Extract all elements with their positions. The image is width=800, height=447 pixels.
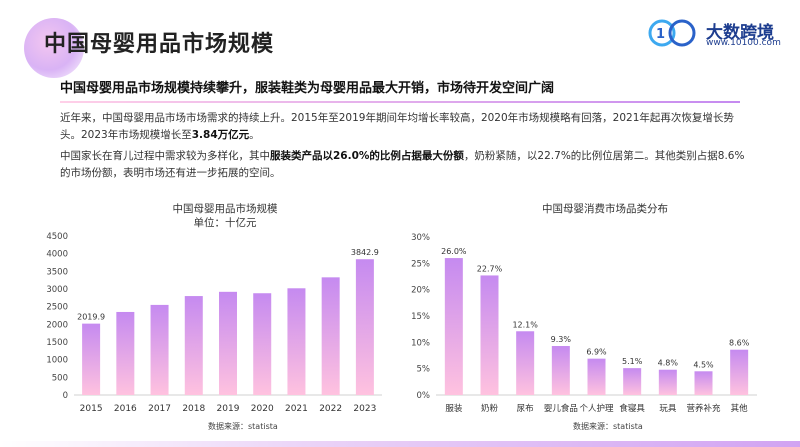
c2-category-label: 个人护理: [579, 403, 614, 414]
c2-category-label: 奶粉: [481, 403, 499, 414]
chart1-source: 数据来源：statista: [208, 422, 278, 431]
logo-url: www.10100.com: [706, 38, 781, 48]
c1-bar: [355, 259, 374, 395]
c1-ytick-label: 1500: [46, 338, 68, 348]
c1-bar: [321, 277, 340, 395]
c2-bar: [551, 346, 570, 395]
c1-ytick-label: 0: [63, 391, 68, 401]
c2-category-label: 服装: [445, 403, 463, 414]
c2-bar: [516, 331, 535, 395]
c2-category-label: 玩具: [659, 404, 677, 414]
c1-category-label: 2019: [217, 404, 240, 414]
c2-ytick-label: 0%: [417, 391, 431, 401]
c2-category-label: 其他: [731, 403, 749, 414]
decorative-circle: [24, 18, 84, 78]
section-subtitle: 中国母婴用品市场规模持续攀升，服装鞋类为母婴用品最大开销，市场待开发空间广阔: [60, 81, 555, 96]
para2-highlight: 服装类产品以26.0%的比例占据最大份额: [270, 150, 464, 162]
c1-ytick-label: 3000: [46, 285, 68, 295]
c2-ytick-label: 20%: [411, 286, 430, 296]
paragraph-category-share: 中国家长在育儿过程中需求较为多样化，其中服装类产品以26.0%的比例占据最大份额…: [60, 148, 750, 182]
c2-bar: [730, 349, 749, 395]
c1-ytick-label: 3500: [46, 267, 68, 277]
chart1-title: 中国母婴用品市场规模: [172, 203, 278, 215]
c1-bar: [253, 293, 272, 395]
c1-category-label: 2020: [251, 404, 274, 414]
c1-category-label: 2017: [148, 404, 171, 414]
c2-data-label: 22.7%: [477, 264, 503, 273]
c1-category-label: 2018: [182, 404, 205, 414]
c1-category-label: 2015: [80, 404, 103, 414]
c2-category-label: 食寝具: [619, 403, 645, 414]
subtitle-underline: [60, 101, 740, 103]
c2-category-label: 营养补充: [686, 403, 721, 414]
c2-bar: [658, 369, 677, 395]
c2-ytick-label: 10%: [411, 338, 430, 348]
c2-data-label: 4.5%: [693, 360, 714, 369]
c2-ytick-label: 25%: [411, 259, 430, 269]
c2-data-label: 26.0%: [441, 247, 467, 256]
c1-ytick-label: 4000: [46, 250, 68, 260]
paragraph-market-growth: 近年来，中国母婴用品市场市场需求的持续上升。2015年至2019年期间年均增长率…: [60, 110, 750, 144]
c1-bar: [150, 304, 169, 395]
c1-data-label: 3842.9: [351, 248, 379, 257]
para2-text-a: 中国家长在育儿过程中需求较为多样化，其中: [60, 150, 270, 162]
c2-bar: [623, 368, 642, 395]
logo-icon: 1: [648, 19, 696, 47]
para1-highlight: 3.84万亿元: [191, 129, 250, 141]
c1-category-label: 2016: [114, 404, 137, 414]
c2-category-label: 尿布: [517, 403, 534, 414]
c2-ytick-label: 5%: [417, 365, 431, 375]
c1-ytick-label: 1000: [46, 356, 68, 366]
c1-bar: [287, 288, 306, 395]
c2-bar: [694, 371, 713, 395]
para1-text-c: 。: [249, 129, 260, 141]
c1-ytick-label: 500: [52, 373, 68, 383]
c1-ytick-label: 2500: [46, 303, 68, 313]
c1-bar: [82, 323, 101, 395]
c1-ytick-label: 4500: [46, 232, 68, 242]
c1-data-label: 2019.9: [77, 313, 105, 322]
c2-data-label: 12.1%: [512, 320, 538, 329]
c1-category-label: 2023: [353, 404, 376, 414]
chart1-unit: 单位：十亿元: [193, 217, 257, 229]
c2-data-label: 8.6%: [729, 339, 750, 348]
c1-category-label: 2021: [285, 404, 308, 414]
c1-category-label: 2022: [319, 404, 342, 414]
chart2-source: 数据来源：statista: [573, 422, 643, 431]
c1-bar: [116, 311, 135, 395]
bottom-decor-band: [0, 441, 800, 447]
c2-bar: [480, 275, 499, 395]
c2-data-label: 9.3%: [551, 335, 572, 344]
c2-data-label: 4.8%: [658, 359, 679, 368]
svg-text:1: 1: [656, 27, 665, 42]
c2-data-label: 6.9%: [586, 348, 607, 357]
c2-bar: [587, 358, 606, 395]
c2-ytick-label: 30%: [411, 233, 430, 243]
c1-bar: [184, 296, 203, 395]
para1-text-a: 近年来，中国母婴用品市场市场需求的持续上升。2015年至2019年期间年均增长率…: [60, 112, 734, 141]
c2-ytick-label: 15%: [411, 312, 430, 322]
logo-text: 大数跨境: [706, 23, 774, 43]
c2-category-label: 婴儿食品: [544, 403, 578, 414]
c2-bar: [444, 258, 463, 395]
c2-data-label: 5.1%: [622, 357, 643, 366]
c1-bar: [219, 291, 237, 395]
page-title: 中国母婴用品市场规模: [44, 32, 275, 57]
chart2-title: 中国母婴消费市场品类分布: [542, 203, 668, 215]
c1-ytick-label: 2000: [46, 320, 68, 330]
para2-text-c: ，奶粉紧随，以22.7%的比例位居第二。其他类别占据8.6%的市场份额，表明市场…: [60, 150, 745, 179]
